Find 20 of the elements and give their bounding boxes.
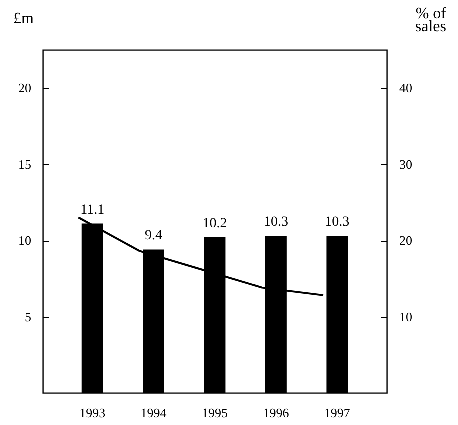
y2-tick-label: 10: [400, 309, 412, 324]
y-tick-label: 5: [25, 309, 32, 324]
data-label: 10.2: [202, 216, 228, 232]
y-tick-label: 20: [18, 80, 32, 96]
x-tick-label: 1994: [140, 406, 168, 420]
x-tick-label: 1996: [263, 406, 290, 420]
y2-tick-label: 30: [400, 156, 412, 172]
y2-axis-title: % of sales: [415, 6, 448, 36]
x-tick-label: 1995: [202, 406, 228, 420]
y-tick-label: 10: [18, 233, 32, 248]
x-tick-label: 1997: [324, 406, 351, 420]
y2-tick-label: 40: [400, 80, 412, 96]
data-label: 11.1: [80, 202, 105, 218]
y-tick-label: 15: [18, 156, 32, 172]
y2-tick-label: 20: [400, 233, 412, 248]
x-tick-label: 1993: [80, 406, 106, 420]
data-label: 10.3: [325, 214, 350, 230]
y-axis-title: £m: [14, 10, 34, 28]
data-label: 9.4: [145, 228, 163, 244]
data-label: 10.3: [264, 214, 288, 230]
